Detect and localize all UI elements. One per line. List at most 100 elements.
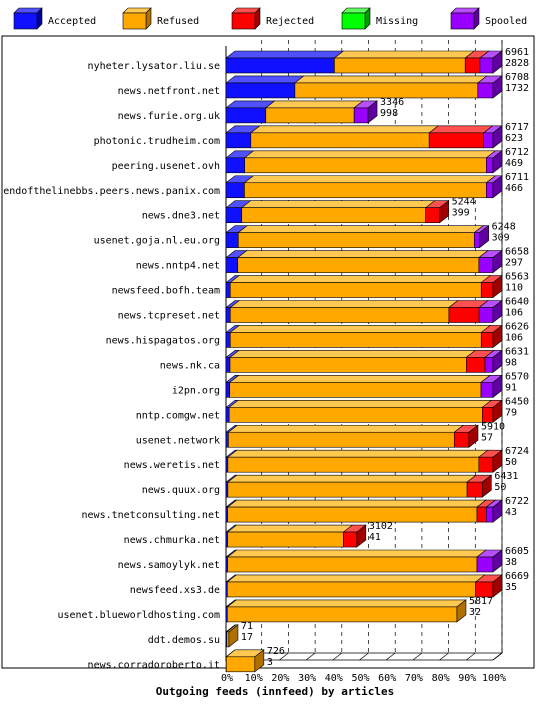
bar-segment-refused	[228, 406, 483, 423]
bar-accepted-label: 38	[505, 557, 517, 568]
bar-segment-side-spooled	[492, 175, 503, 199]
host-label: news.netfront.net	[118, 86, 220, 97]
host-label: usenet.blueworldhosting.com	[57, 610, 220, 621]
host-label: peering.usenet.ovh	[112, 161, 220, 172]
host-label: usenet.goja.nl.eu.org	[94, 236, 220, 247]
bar-accepted-label: 79	[505, 407, 517, 418]
bar-segment-side-spooled	[492, 549, 503, 573]
bar-total-label: 6669	[505, 571, 529, 582]
bar-segment-top-refused	[294, 75, 488, 84]
bar-segment-accepted	[225, 282, 231, 298]
bar-accepted-label: 469	[505, 158, 523, 169]
bar-total-label: 6626	[505, 321, 529, 332]
bar-segment-top-accepted	[225, 75, 305, 84]
x-tick-label: 60%	[378, 673, 396, 684]
x-tick-label: 80%	[432, 673, 450, 684]
bar-segment-refused	[334, 57, 466, 74]
bar-segment-spooled	[477, 82, 494, 99]
bar-segment-accepted	[225, 57, 335, 74]
bar-segment-top-rejected	[428, 125, 494, 134]
bar-segment-accepted	[225, 207, 243, 223]
bar-segment-top-refused	[228, 375, 491, 383]
bar-segment-side-spooled	[492, 299, 503, 324]
bar-accepted-label: 41	[369, 532, 381, 543]
bar-segment-top-refused	[226, 474, 477, 483]
bar-total-label: 6248	[492, 222, 516, 233]
bar-segment-refused	[227, 556, 478, 573]
bar-accepted-label: 1732	[505, 83, 529, 94]
bar-segment-top-refused	[226, 599, 467, 608]
bar-segment-rejected	[480, 282, 494, 298]
bar-segment-spooled	[478, 307, 494, 323]
bar-segment-side-refused	[456, 599, 467, 623]
bar-segment-spooled	[479, 57, 494, 74]
bars: 6961282867081732334699867176236712469671…	[225, 47, 529, 673]
bar-accepted-label: 17	[241, 632, 253, 643]
bar-accepted-label: 466	[505, 183, 523, 194]
host-label: ddt.demos.su	[148, 635, 220, 646]
bar-segment-side-rejected	[468, 424, 479, 448]
bar-accepted-label: 57	[481, 432, 493, 443]
bar-segment-accepted	[225, 307, 231, 323]
bar-segment-refused	[229, 382, 482, 398]
bar-segment-top-refused	[243, 175, 497, 184]
bar-segment-refused	[237, 257, 480, 273]
bar-segment-top-refused	[264, 100, 365, 109]
bar-segment-accepted	[225, 382, 231, 398]
bar-accepted-label: 297	[505, 258, 523, 269]
bar-total-label: 5817	[469, 596, 493, 607]
bar-segment-spooled	[486, 182, 494, 199]
x-tick-label: 10%	[245, 673, 263, 684]
bar-segment-refused	[250, 132, 430, 149]
bar-segment-top-refused	[226, 574, 486, 583]
bar-segment-spooled	[484, 357, 494, 373]
bar-segment-rejected	[476, 506, 487, 523]
legend-item-rejected: Rejected	[231, 7, 314, 30]
x-tick-label: 40%	[325, 673, 343, 684]
bar-segment-accepted	[225, 82, 296, 99]
host-label: news.samoylyk.net	[118, 560, 220, 571]
bar-segment-side-rejected	[482, 474, 492, 498]
bar-segment-refused	[237, 232, 475, 248]
legend-label: Missing	[376, 16, 418, 27]
host-label: news.furie.org.uk	[118, 111, 220, 122]
bar-total-label: 6570	[505, 371, 529, 382]
bar-segment-refused	[265, 107, 355, 124]
x-tick-label: 20%	[271, 673, 289, 684]
bar-segment-side-spooled	[492, 75, 503, 99]
bar-segment-top-accepted	[225, 50, 345, 59]
legend-label: Rejected	[266, 16, 314, 27]
bar-segment-top-refused	[229, 350, 477, 358]
host-label: endofthelinebbs.peers.news.panix.com	[3, 186, 220, 197]
host-label: news.nk.ca	[160, 360, 220, 371]
bar-segment-refused	[294, 82, 479, 99]
bar-accepted-label: 91	[505, 382, 517, 393]
bar-segment-rejected	[343, 531, 358, 548]
bar-segment-top-refused	[226, 499, 487, 508]
bar-segment-refused	[228, 431, 455, 448]
bar-accepted-label: 399	[452, 208, 470, 219]
bar-segment-side-spooled	[492, 374, 503, 398]
bar-total-label: 6605	[505, 546, 529, 557]
bar-accepted-label: 623	[505, 133, 523, 144]
bar-segment-top-refused	[229, 300, 459, 308]
bar-segment-side-spooled	[367, 100, 378, 124]
bar-segment-side-refused	[228, 624, 239, 648]
bar-accepted-label: 106	[505, 308, 523, 319]
bar-accepted-label: 98	[505, 357, 517, 368]
bar-segment-top-refused	[227, 424, 465, 433]
bar-total-label: 71	[241, 621, 253, 632]
